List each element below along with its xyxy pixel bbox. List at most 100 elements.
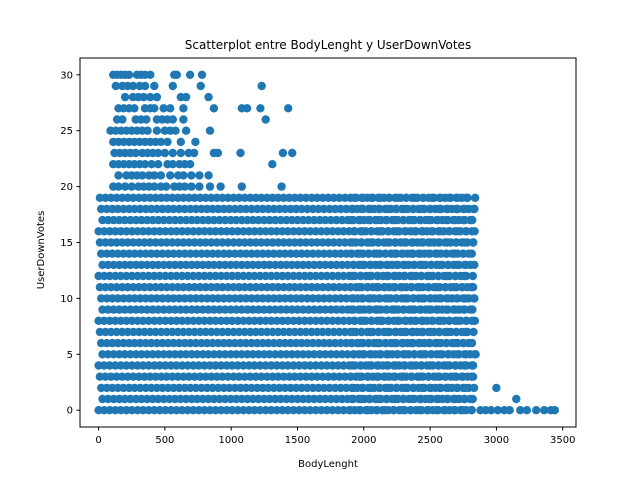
data-point (443, 361, 452, 370)
data-point (401, 193, 411, 202)
data-point (355, 249, 364, 258)
data-point (114, 182, 123, 191)
data-point (540, 406, 549, 415)
data-point (142, 115, 151, 124)
data-point (399, 305, 408, 314)
data-point (172, 70, 181, 80)
data-point (461, 227, 471, 236)
data-point (407, 338, 416, 348)
data-point (372, 372, 381, 381)
data-point (147, 160, 156, 169)
data-point (424, 372, 433, 381)
data-point (407, 249, 416, 258)
data-point (468, 271, 477, 281)
data-point (284, 104, 293, 113)
data-point (398, 372, 407, 381)
data-point (375, 383, 384, 393)
data-point (450, 372, 459, 381)
data-point (418, 227, 428, 236)
data-point (256, 104, 265, 113)
data-point (467, 338, 477, 348)
data-point (444, 260, 453, 270)
data-point (191, 137, 200, 147)
data-point (401, 383, 410, 393)
data-point (366, 383, 375, 393)
data-point (364, 338, 373, 348)
data-point (408, 361, 417, 370)
data-point (392, 260, 401, 270)
y-tick-label: 0 (67, 406, 73, 417)
data-point (434, 394, 443, 404)
data-point (451, 305, 460, 314)
data-point (347, 305, 356, 314)
data-point (159, 104, 168, 113)
y-tick-label: 25 (60, 126, 73, 137)
data-point (118, 115, 127, 124)
data-point (426, 294, 435, 303)
data-point (415, 372, 425, 381)
data-point (374, 294, 384, 303)
data-point (374, 238, 383, 247)
data-point (399, 361, 409, 370)
data-point (452, 204, 461, 214)
x-tick-label: 500 (155, 435, 174, 446)
data-point (346, 372, 356, 381)
data-point (288, 148, 297, 158)
y-axis-ticks: 0 5 10 15 20 25 30 (60, 70, 80, 417)
data-point (358, 260, 367, 270)
data-point (467, 372, 476, 381)
data-point (434, 327, 444, 337)
data-point (154, 160, 163, 169)
data-point (460, 361, 469, 370)
data-point (410, 227, 419, 236)
data-point (460, 238, 469, 247)
data-point (468, 215, 477, 225)
data-point (355, 372, 364, 381)
data-point (205, 126, 215, 135)
data-point (416, 215, 425, 225)
data-point (435, 383, 444, 393)
data-point (150, 104, 159, 113)
data-point (444, 227, 453, 236)
data-point (419, 193, 428, 202)
data-point (204, 92, 213, 102)
data-point (391, 361, 400, 370)
data-point (261, 115, 270, 124)
data-point (381, 249, 390, 258)
data-point (209, 104, 219, 113)
data-point (156, 137, 166, 147)
data-point (451, 394, 460, 404)
data-point (357, 383, 367, 393)
data-point (419, 316, 428, 325)
data-point (458, 406, 467, 415)
data-point (434, 271, 443, 281)
data-point (452, 294, 461, 303)
data-point (384, 227, 393, 236)
data-point (179, 115, 188, 124)
data-point (409, 260, 419, 270)
data-point (418, 383, 427, 393)
data-point (393, 316, 402, 325)
data-point (114, 171, 123, 180)
data-point (187, 182, 196, 191)
data-point (357, 238, 366, 247)
data-point (382, 394, 391, 404)
data-point (389, 406, 398, 415)
data-point (347, 215, 356, 225)
data-point (418, 294, 427, 303)
data-point (433, 215, 442, 225)
data-point (458, 372, 468, 381)
data-point (390, 394, 400, 404)
data-point (376, 193, 385, 202)
data-point (277, 182, 286, 191)
data-point (365, 361, 374, 370)
data-point (382, 271, 391, 281)
data-point (418, 260, 427, 270)
data-point (179, 104, 188, 113)
data-point (410, 316, 419, 325)
data-point (383, 204, 392, 214)
data-point (408, 271, 417, 281)
data-point (436, 193, 445, 202)
data-point (462, 316, 471, 325)
data-point (382, 305, 391, 314)
